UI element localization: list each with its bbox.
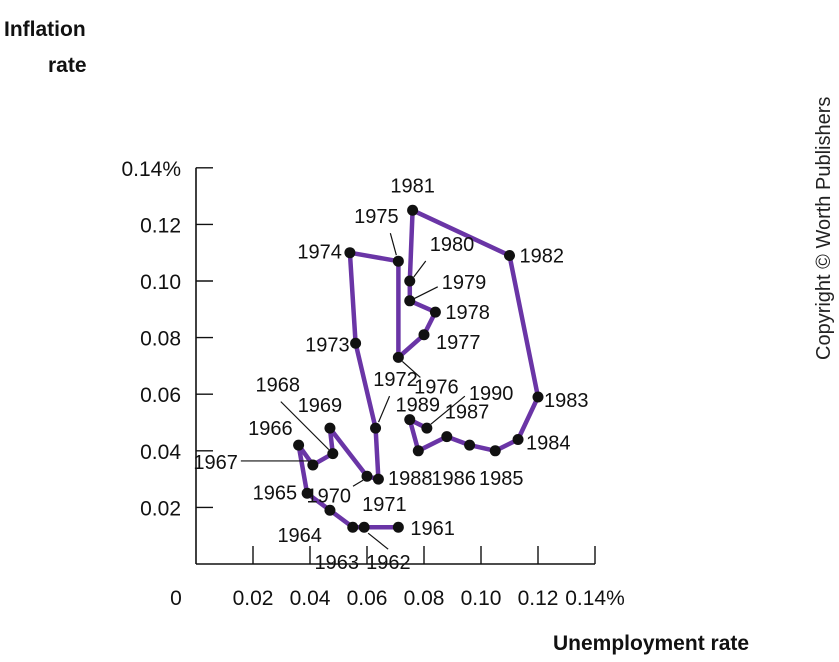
year-label-1961: 1961 bbox=[410, 518, 455, 540]
y-axis-title-line2: rate bbox=[48, 54, 87, 77]
point-1985 bbox=[489, 445, 501, 457]
point-1961 bbox=[392, 521, 404, 533]
point-1964 bbox=[324, 504, 336, 516]
year-label-1984: 1984 bbox=[526, 432, 571, 454]
year-label-1983: 1983 bbox=[544, 390, 589, 412]
year-label-1985: 1985 bbox=[479, 468, 524, 490]
year-label-1988: 1988 bbox=[388, 468, 433, 490]
point-1969 bbox=[324, 422, 336, 434]
year-label-1987: 1987 bbox=[445, 402, 490, 424]
point-1988 bbox=[412, 445, 424, 457]
point-1968 bbox=[327, 448, 339, 460]
year-label-1966: 1966 bbox=[248, 418, 293, 440]
y-tick-label: 0.02 bbox=[140, 497, 181, 520]
year-label-1990: 1990 bbox=[469, 383, 513, 405]
y-tick-label: 0.04 bbox=[140, 441, 181, 464]
point-1974 bbox=[344, 247, 356, 259]
year-label-1969: 1969 bbox=[298, 395, 343, 417]
point-1980 bbox=[404, 275, 416, 287]
axes bbox=[195, 167, 595, 565]
year-label-1981: 1981 bbox=[390, 175, 435, 197]
year-label-1978: 1978 bbox=[445, 302, 490, 324]
axis-ticks: 0 0.02 0.04 0.06 0.08 0.10 0.12 0.14% 0.02 0.04 0.… bbox=[121, 158, 624, 610]
leader-line-1970 bbox=[352, 479, 364, 487]
point-1978 bbox=[429, 306, 441, 318]
y-tick-label: 0.12 bbox=[140, 214, 181, 237]
point-1976 bbox=[392, 351, 404, 363]
point-1987 bbox=[441, 431, 453, 443]
y-tick-label: 0.08 bbox=[140, 328, 181, 351]
x-tick-label: 0.04 bbox=[290, 587, 331, 610]
point-1981 bbox=[407, 204, 419, 216]
year-label-1974: 1974 bbox=[297, 242, 342, 264]
leader-line-1976 bbox=[401, 360, 421, 378]
leader-line-1975 bbox=[389, 233, 397, 256]
y-tick-label: 0.10 bbox=[140, 271, 181, 294]
data-points bbox=[293, 204, 544, 533]
year-label-1977: 1977 bbox=[436, 332, 481, 354]
point-1984 bbox=[512, 433, 524, 445]
year-label-1963: 1963 bbox=[315, 552, 360, 574]
leader-line-1962 bbox=[367, 532, 389, 550]
leader-line-1979 bbox=[413, 286, 439, 300]
year-label-1973: 1973 bbox=[305, 334, 350, 356]
point-1975 bbox=[392, 255, 404, 267]
leader-line-1968 bbox=[280, 401, 330, 451]
year-label-1965: 1965 bbox=[253, 482, 298, 504]
year-label-1972: 1972 bbox=[373, 369, 418, 391]
copyright-text: Copyright © Worth Publishers bbox=[813, 97, 835, 360]
point-1971 bbox=[372, 473, 384, 485]
year-label-1967: 1967 bbox=[193, 452, 238, 474]
year-label-1989: 1989 bbox=[396, 395, 441, 417]
year-label-1962: 1962 bbox=[366, 552, 411, 574]
point-1982 bbox=[504, 250, 515, 262]
point-1970 bbox=[361, 470, 373, 482]
x-axis-title: Unemployment rate bbox=[553, 632, 749, 655]
leader-line-1972 bbox=[377, 395, 391, 423]
point-1989 bbox=[404, 414, 416, 426]
x-tick-label: 0.10 bbox=[461, 587, 502, 610]
leader-line-1990 bbox=[430, 395, 466, 425]
point-1986 bbox=[464, 439, 476, 451]
year-label-1980: 1980 bbox=[430, 234, 475, 256]
year-label-1976: 1976 bbox=[414, 376, 459, 398]
year-label-1975: 1975 bbox=[354, 206, 399, 228]
x-tick-label: 0.14% bbox=[565, 587, 625, 610]
point-1962 bbox=[358, 521, 370, 533]
year-label-1982: 1982 bbox=[520, 246, 565, 268]
x-tick-label: 0.08 bbox=[404, 587, 445, 610]
point-1973 bbox=[350, 337, 362, 349]
point-1972 bbox=[370, 422, 382, 434]
y-tick-label: 0.14% bbox=[121, 158, 181, 181]
point-1990 bbox=[421, 422, 433, 434]
year-label-1970: 1970 bbox=[307, 485, 352, 507]
point-1963 bbox=[347, 521, 359, 533]
y-tick-label: 0.06 bbox=[140, 384, 181, 407]
point-1965 bbox=[301, 487, 313, 499]
year-label-1971: 1971 bbox=[362, 494, 407, 516]
point-1967 bbox=[307, 459, 319, 471]
year-label-1968: 1968 bbox=[256, 375, 301, 397]
point-1979 bbox=[404, 295, 416, 307]
point-1966 bbox=[293, 439, 305, 451]
year-label-1979: 1979 bbox=[442, 272, 487, 294]
x-tick-label: 0.06 bbox=[347, 587, 388, 610]
leader-line-1980 bbox=[413, 260, 427, 278]
year-label-1964: 1964 bbox=[277, 525, 322, 547]
point-1983 bbox=[532, 391, 544, 403]
point-1977 bbox=[418, 329, 430, 341]
year-label-1986: 1986 bbox=[431, 468, 476, 490]
x-tick-label: 0 bbox=[170, 587, 182, 610]
y-axis-title-line1: Inflation bbox=[4, 18, 86, 41]
x-tick-label: 0.12 bbox=[518, 587, 559, 610]
x-tick-label: 0.02 bbox=[233, 587, 274, 610]
